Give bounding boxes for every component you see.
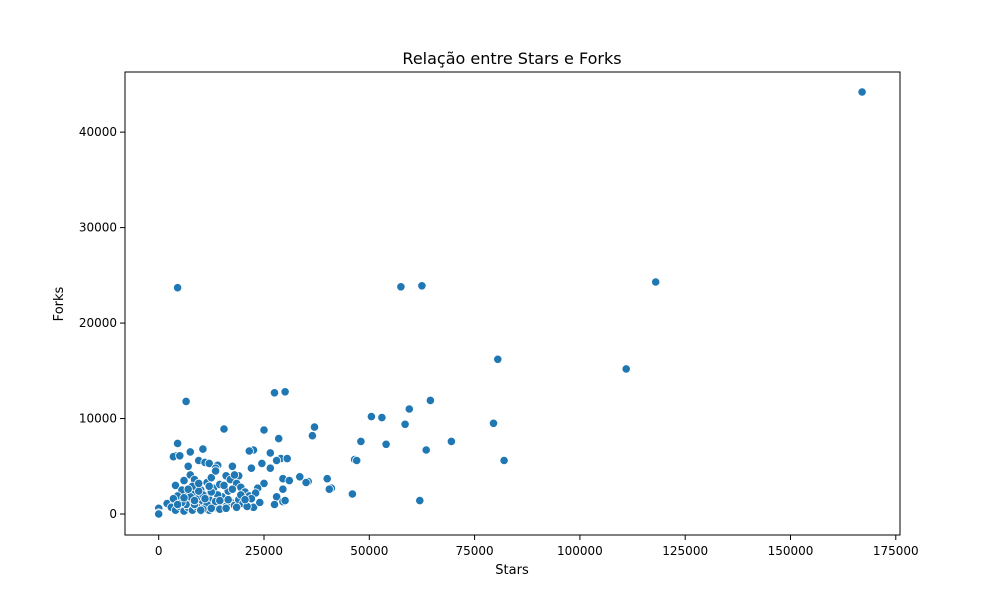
data-point: [179, 475, 189, 486]
data-point: [404, 404, 414, 414]
data-point: [381, 439, 391, 449]
data-point: [257, 458, 267, 468]
y-tick-label: 10000: [79, 412, 117, 426]
data-point: [200, 494, 210, 504]
data-point: [366, 411, 376, 422]
data-point: [259, 425, 269, 435]
y-tick-label: 20000: [79, 316, 117, 330]
data-point: [204, 458, 214, 468]
data-point: [173, 283, 183, 293]
data-point: [295, 472, 305, 482]
data-point: [265, 463, 275, 473]
data-point: [278, 484, 288, 494]
data-point: [246, 463, 256, 473]
data-point: [173, 499, 183, 510]
x-tick-label: 175000: [873, 544, 919, 558]
x-tick-label: 75000: [455, 544, 493, 558]
x-tick-label: 25000: [245, 544, 283, 558]
y-tick-label: 40000: [79, 125, 117, 139]
data-point: [400, 419, 410, 429]
data-point: [280, 495, 290, 506]
data-point: [651, 277, 661, 287]
data-point: [189, 495, 200, 506]
data-point: [240, 495, 250, 505]
data-point: [219, 480, 229, 490]
data-point: [324, 484, 334, 494]
data-point: [204, 481, 214, 491]
data-point: [307, 431, 317, 441]
x-tick-label: 100000: [557, 544, 603, 558]
data-point: [219, 424, 229, 434]
data-point: [284, 475, 294, 486]
data-point: [170, 480, 181, 490]
data-point: [421, 445, 431, 455]
x-tick-label: 0: [155, 544, 163, 558]
x-tick-label: 150000: [768, 544, 814, 558]
data-point: [206, 503, 216, 513]
chart-title: Relação entre Stars e Forks: [402, 49, 621, 68]
data-point: [352, 455, 362, 466]
data-point: [417, 281, 427, 291]
data-point: [215, 495, 225, 506]
data-point: [309, 422, 320, 432]
data-point: [194, 478, 204, 488]
data-point: [446, 436, 456, 446]
data-point: [499, 455, 509, 466]
data-point: [857, 87, 867, 97]
data-point: [259, 478, 269, 488]
data-point: [173, 438, 183, 448]
data-point: [356, 436, 366, 446]
data-point: [227, 461, 237, 471]
x-tick-label: 125000: [662, 544, 708, 558]
plot-frame: [124, 71, 901, 536]
data-point: [265, 448, 275, 458]
x-tick-label: 50000: [350, 544, 388, 558]
data-point: [232, 502, 242, 512]
data-point: [425, 395, 435, 405]
data-point: [377, 412, 387, 423]
data-point: [282, 453, 292, 464]
data-point: [269, 499, 280, 510]
data-point: [206, 473, 216, 483]
data-point: [396, 282, 406, 292]
data-point: [621, 364, 631, 374]
data-point: [280, 387, 290, 397]
data-point: [415, 495, 425, 506]
data-point: [185, 447, 195, 457]
data-points: [154, 87, 867, 519]
data-point: [181, 396, 191, 406]
data-point: [322, 474, 332, 484]
data-point: [274, 433, 284, 444]
x-axis-label: Stars: [495, 563, 529, 578]
y-tick-label: 0: [109, 507, 117, 521]
y-axis-label: Forks: [52, 286, 67, 321]
data-point: [179, 493, 189, 503]
data-point: [227, 484, 237, 494]
data-point: [175, 451, 185, 461]
data-point: [244, 446, 254, 456]
data-point: [229, 470, 240, 480]
y-tick-label: 30000: [79, 221, 117, 235]
data-point: [255, 497, 265, 508]
data-point: [196, 505, 206, 515]
x-axis-ticks: 0 25000 50000 75000 100000 125000 150000 175000: [155, 535, 919, 558]
data-point: [347, 489, 357, 499]
data-point: [271, 455, 282, 466]
data-point: [301, 477, 311, 488]
data-point: [211, 466, 221, 476]
data-point: [183, 461, 193, 471]
data-point: [198, 444, 208, 454]
data-point: [223, 495, 233, 505]
data-point: [221, 503, 231, 513]
data-point: [183, 484, 193, 494]
data-point: [154, 509, 164, 519]
data-point: [488, 418, 499, 428]
y-axis-ticks: 0 10000 20000 30000 40000: [79, 125, 125, 521]
data-point: [269, 388, 280, 398]
data-point: [493, 354, 503, 364]
